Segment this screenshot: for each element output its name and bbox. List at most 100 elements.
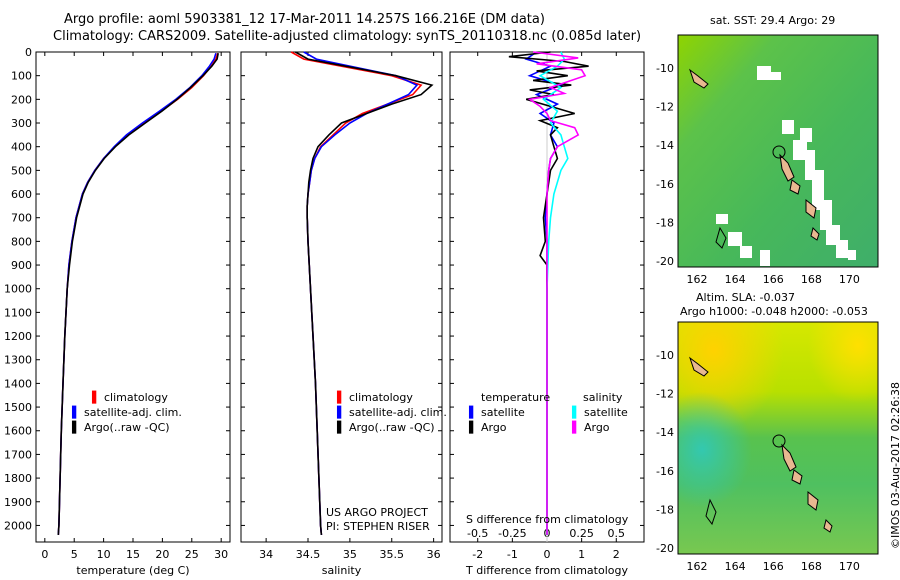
sla_map-lon-label: 168: [801, 560, 822, 573]
diff-legend-sal-title: salinity: [583, 391, 623, 404]
salinity-xtick-label: 34.5: [296, 548, 321, 561]
temperature-xtick-label: 25: [185, 548, 199, 561]
sla_map-lat-label: -18: [656, 504, 674, 517]
depth-tick-label: 700: [11, 212, 32, 225]
sst-map-profile-marker: [772, 145, 786, 159]
depth-tick-label: 1400: [4, 377, 32, 390]
depth-tick-label: 1200: [4, 330, 32, 343]
sla-map-islands: [689, 356, 833, 533]
depth-tick-label: 0: [25, 46, 32, 59]
difference-top-tick-label: 0.25: [569, 527, 594, 540]
depth-tick-label: 500: [11, 164, 32, 177]
salinity-frame: [240, 51, 443, 543]
temperature-xtick-label: 30: [214, 548, 228, 561]
sla_map-lat-label: -16: [656, 465, 674, 478]
depth-tick-label: 100: [11, 70, 32, 83]
diff-legend-s-argo: ▌ Argo: [572, 421, 610, 434]
temp-legend-argo: ▌ Argo(..raw -QC): [72, 421, 170, 434]
sst-map-islands: [689, 68, 820, 249]
sla_map-lon-label: 164: [725, 560, 746, 573]
depth-tick-label: 400: [11, 141, 32, 154]
sla_map-lat-label: -12: [656, 388, 674, 401]
depth-tick-label: 1800: [4, 472, 32, 485]
diff-top-axis-label: S difference from climatology: [466, 513, 629, 526]
salinity-xtick-label: 35.5: [380, 548, 405, 561]
temperature-frame: [35, 51, 231, 543]
sal-legend-climatology: ▌ climatology: [337, 391, 413, 404]
temperature-xtick-label: 5: [71, 548, 78, 561]
sst-map-panel: [677, 34, 879, 268]
depth-tick-label: 2000: [4, 519, 32, 532]
depth-tick-label: 900: [11, 259, 32, 272]
salinity-series-argo-raw-qc-: [295, 51, 434, 535]
difference-xtick-label: -2: [472, 548, 483, 561]
sla-map-frame: [677, 321, 879, 555]
sst_map-lon-label: 168: [801, 273, 822, 286]
difference-xtick-label: 1: [578, 548, 585, 561]
temperature-xtick-label: 0: [41, 548, 48, 561]
temperature-series-argo-raw-qc-: [57, 53, 219, 535]
depth-tick-label: 1500: [4, 401, 32, 414]
temperature-xtick-label: 15: [126, 548, 140, 561]
sst-map-title: sat. SST: 29.4 Argo: 29: [710, 14, 836, 27]
sst_map-lon-label: 162: [687, 273, 708, 286]
salinity-xtick-label: 36: [427, 548, 441, 561]
sst_map-lat-label: -18: [656, 217, 674, 230]
sla_map-lon-label: 166: [763, 560, 784, 573]
sla_map-lon-label: 162: [687, 560, 708, 573]
difference-xtick-label: -1: [507, 548, 518, 561]
diff-legend-t-satellite: ▌ satellite: [469, 406, 525, 419]
sst_map-lat-label: -16: [656, 178, 674, 191]
difference-top-tick-label: -0.5: [467, 527, 488, 540]
depth-tick-label: 1600: [4, 425, 32, 438]
sla-map-title: Altim. SLA: -0.037: [696, 291, 796, 304]
sla-map-panel: [677, 321, 879, 555]
diff-legend-s-satellite: ▌ satellite: [572, 406, 628, 419]
sst_map-lat-label: -12: [656, 101, 674, 114]
sst_map-lon-label: 166: [763, 273, 784, 286]
depth-tick-label: 200: [11, 93, 32, 106]
temperature-xlabel: temperature (deg C): [76, 564, 189, 577]
sla-map-subtitle: Argo h1000: -0.048 h2000: -0.053: [680, 305, 868, 318]
depth-tick-label: 600: [11, 188, 32, 201]
sla_map-lon-label: 170: [839, 560, 860, 573]
salinity-xlabel: salinity: [322, 564, 362, 577]
temperature-xtick-label: 20: [155, 548, 169, 561]
sst-map-frame: [677, 34, 879, 268]
pi-annotation: PI: STEPHEN RISER: [326, 520, 430, 533]
sst_map-axes: 162 164 166 168 170 -10 -12 -14 -16 -18 -20: [656, 62, 860, 286]
plot-title-line1: Argo profile: aoml 5903381_12 17-Mar-201…: [64, 12, 545, 27]
depth-tick-label: 1700: [4, 448, 32, 461]
depth-tick-label: 1900: [4, 496, 32, 509]
temp-legend-climatology: ▌ climatology: [92, 391, 168, 404]
temp-legend-satellite: ▌ satellite-adj. clim.: [72, 406, 182, 419]
difference-top-tick-label: 0.5: [608, 527, 626, 540]
sst_map-lon-label: 164: [725, 273, 746, 286]
diff-legend-temp-title: temperature: [481, 391, 551, 404]
depth-tick-label: 800: [11, 235, 32, 248]
copyright-stamp: ©IMOS 03-Aug-2017 02:26:38: [889, 382, 900, 549]
diff-legend-t-argo: ▌ Argo: [469, 421, 507, 434]
sst-map-field: [678, 35, 878, 267]
sst_map-lat-label: -20: [656, 255, 674, 268]
difference-xlabel: T difference from climatology: [465, 564, 628, 577]
sst_map-lat-label: -14: [656, 139, 674, 152]
difference-xtick-label: 2: [613, 548, 620, 561]
sst_map-lat-label: -10: [656, 62, 674, 75]
salinity-xtick-label: 35: [343, 548, 357, 561]
sst-map-cloud-mask: [716, 66, 856, 266]
salinity-xtick-label: 34: [259, 548, 273, 561]
depth-tick-label: 1000: [4, 283, 32, 296]
sla_map-lat-label: -10: [656, 349, 674, 362]
sla_map-lat-label: -20: [656, 542, 674, 555]
panel-salinity: 34 34.5 35 35.5 36 salinity: [240, 51, 443, 577]
temperature-xtick-label: 10: [97, 548, 111, 561]
difference-xtick-label: 0: [544, 548, 551, 561]
difference-series-s-argo: [527, 51, 587, 535]
plot-title-line2: Climatology: CARS2009. Satellite-adjuste…: [53, 29, 642, 44]
sst_map-lon-label: 170: [839, 273, 860, 286]
difference-top-tick-label: -0.25: [498, 527, 526, 540]
depth-tick-label: 300: [11, 117, 32, 130]
